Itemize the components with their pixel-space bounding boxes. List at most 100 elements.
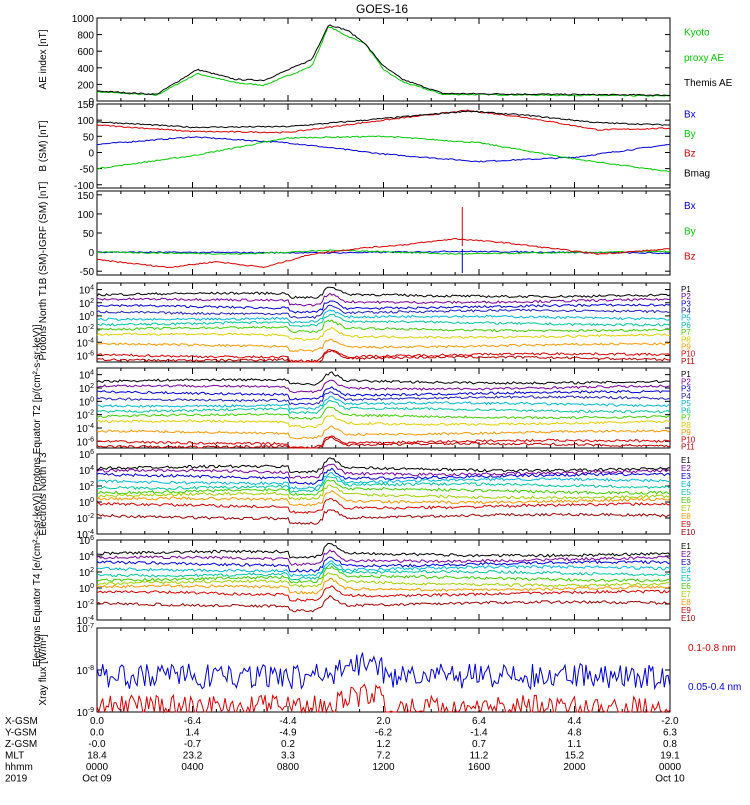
ephemeris-row-label: 2019 (5, 774, 28, 785)
ephemeris-value: 19.1 (660, 751, 680, 762)
series-line-e9 (96, 585, 671, 602)
y-tick-label: 104 (79, 370, 94, 382)
legend-label: P1 (681, 285, 691, 294)
legend-label: P3 (681, 299, 691, 308)
y-tick-label: -100 (74, 181, 94, 192)
legend-label: E2 (681, 464, 691, 473)
series-line-p11 (96, 349, 671, 363)
y-axis-label: Electrons Equator T4 [e/(cm²-s-sr-keV)] (32, 493, 43, 668)
series-line-e7 (96, 484, 671, 501)
legend-label: P6 (681, 406, 691, 415)
ephemeris-value: -1.4 (470, 728, 488, 739)
legend-label: Kyoto (684, 28, 710, 39)
y-tick-label: 104 (79, 285, 94, 297)
series-line-kyoto-proxy-ae (96, 26, 671, 97)
series-line-e8 (96, 577, 671, 595)
series-line-bx (96, 250, 671, 255)
series-line-e2 (97, 549, 671, 567)
legend-label: E5 (681, 574, 691, 583)
legend-label: E4 (681, 480, 691, 489)
series-line-bz (96, 237, 671, 269)
series-line-e5 (96, 476, 671, 493)
series-line-p10 (96, 349, 671, 363)
legend-label: P4 (681, 392, 691, 401)
ephemeris-value: 23.2 (183, 751, 203, 762)
ephemeris-value: 0400 (181, 762, 204, 773)
y-tick-label: 0 (88, 97, 94, 108)
y-axis-label: Protons North T1 (38, 284, 49, 360)
legend-label: E1 (681, 542, 691, 551)
y-tick-label: 10-2 (77, 324, 94, 336)
y-axis-label: Xray flux [W/m²] (38, 634, 49, 705)
legend-label: E6 (681, 582, 691, 591)
series-line-e7 (96, 571, 670, 588)
y-tick-label: 100 (79, 311, 94, 323)
panel-1: 0 200 400 600 800 1000 AE index [nT] Kyoto proxy… (38, 14, 733, 108)
series-line-p1 (96, 286, 671, 299)
series-line-e5 (96, 562, 671, 581)
series-line-by (96, 249, 671, 255)
y-tick-label: 100 (79, 497, 94, 509)
legend-label: E3 (681, 558, 691, 567)
legend-label: Bx (684, 201, 696, 212)
y-tick-label: 50 (83, 132, 95, 143)
legend-label: E10 (681, 528, 696, 537)
legend-label: P5 (681, 399, 691, 408)
y-tick-label: 100 (77, 116, 94, 127)
legend-label: E9 (681, 606, 691, 615)
ephemeris-row-label: Z-GSM (5, 739, 37, 750)
ephemeris-value: 6.4 (472, 716, 486, 727)
legend-label: Bx (684, 110, 696, 121)
y-tick-label: 10-2 (77, 599, 94, 611)
y-tick-label: 102 (79, 481, 94, 493)
y-tick-label: 10-6 (77, 436, 94, 448)
ephemeris-value: -0.7 (184, 739, 202, 750)
legend-label: E7 (681, 504, 691, 513)
series-line-e1 (96, 542, 671, 559)
y-tick-label: 100 (77, 210, 94, 221)
series-line-e8 (96, 490, 671, 507)
y-tick-label: 150 (77, 191, 94, 202)
legend-label: Bz (684, 149, 696, 160)
series-line-by (96, 135, 671, 173)
series-line-e2 (96, 463, 671, 479)
legend-label: Bmag (684, 168, 710, 179)
ephemeris-value: 11.2 (470, 751, 489, 762)
y-tick-label: 1000 (72, 14, 95, 25)
series-line-e10 (96, 509, 671, 525)
ephemeris-row-label: MLT (5, 751, 24, 762)
legend-label: P10 (681, 435, 696, 444)
legend-label: E4 (681, 566, 691, 575)
ephemeris-value: 0000 (659, 762, 682, 773)
legend-label: P8 (681, 335, 691, 344)
series-line-e3 (96, 467, 671, 485)
panel-frame (96, 190, 671, 276)
y-tick-label: 104 (79, 465, 94, 477)
y-tick-label: 106 (79, 535, 94, 547)
series-line-p5 (96, 395, 671, 411)
legend-label: E10 (681, 614, 696, 623)
ephemeris-value: 1.1 (568, 739, 582, 750)
ephemeris-value: 0.0 (90, 728, 104, 739)
ephemeris-value: 2000 (563, 762, 586, 773)
legend-label: P8 (681, 421, 691, 430)
panel-frame (96, 367, 671, 449)
ephemeris-value: 0.8 (663, 739, 677, 750)
y-tick-label: 10-6 (77, 350, 94, 362)
panel-frame (96, 103, 671, 189)
legend-label: P7 (681, 328, 691, 337)
y-tick-label: 400 (77, 64, 94, 75)
series-line-p3 (96, 300, 671, 314)
series-line-p7 (96, 319, 671, 334)
ephemeris-row-label: Y-GSM (5, 728, 37, 739)
series-line-0-1-0-8-nm (96, 683, 671, 714)
series-line-e3 (96, 556, 671, 573)
series-line-p8 (96, 326, 670, 341)
y-tick-label: 600 (77, 47, 94, 58)
legend-label: Bz (684, 252, 696, 263)
ephemeris-value: 15.2 (565, 751, 585, 762)
legend-label: P2 (681, 292, 691, 301)
